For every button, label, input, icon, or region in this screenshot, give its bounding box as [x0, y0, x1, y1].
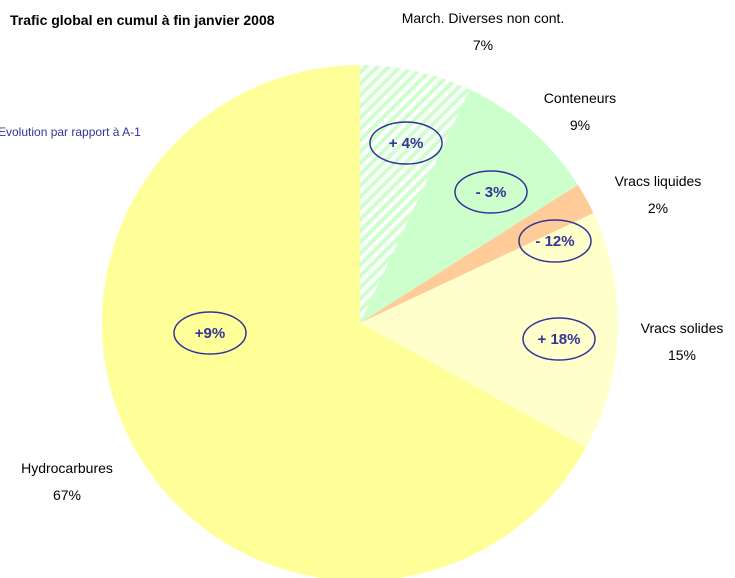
pie-slice [360, 213, 618, 448]
annotation-label: - 3% [476, 184, 507, 201]
category-label: Vracs liquides [614, 173, 702, 189]
annotation-ellipse [518, 219, 592, 263]
slice-label: Hydrocarbures 67% [0, 455, 137, 509]
category-label: Conteneurs [543, 90, 617, 106]
slice-label: Vracs solides 15% [612, 315, 735, 369]
annotation-label: + 4% [389, 135, 424, 152]
category-label: Vracs solides [640, 320, 724, 336]
slice-label: March. Diverses non cont. 7% [398, 5, 568, 59]
category-label: Hydrocarbures [21, 460, 113, 476]
value-label: 7% [472, 37, 494, 53]
value-label: 2% [647, 200, 669, 216]
pie-slice [102, 65, 587, 578]
pie-slice [360, 184, 594, 323]
value-label: 67% [52, 487, 82, 503]
annotation-label: +9% [195, 325, 225, 342]
category-label: March. Diverses non cont. [401, 10, 565, 26]
annotation-label: - 12% [535, 233, 574, 250]
annotation-ellipse [369, 121, 443, 165]
slice-label: Conteneurs 9% [520, 85, 640, 139]
pie-slice [360, 89, 578, 323]
value-label: 9% [569, 117, 591, 133]
annotation-ellipse [454, 170, 528, 214]
annotation-ellipse [522, 317, 596, 361]
value-label: 15% [667, 347, 697, 363]
pie-slice [360, 65, 470, 323]
chart-title: Trafic global en cumul à fin janvier 200… [10, 12, 275, 28]
annotation-label: + 18% [538, 331, 581, 348]
annotation-title: Evolution par rapport à A-1 [0, 125, 141, 139]
annotation-ellipse [173, 311, 247, 355]
slice-label: Vracs liquides 2% [588, 168, 728, 222]
